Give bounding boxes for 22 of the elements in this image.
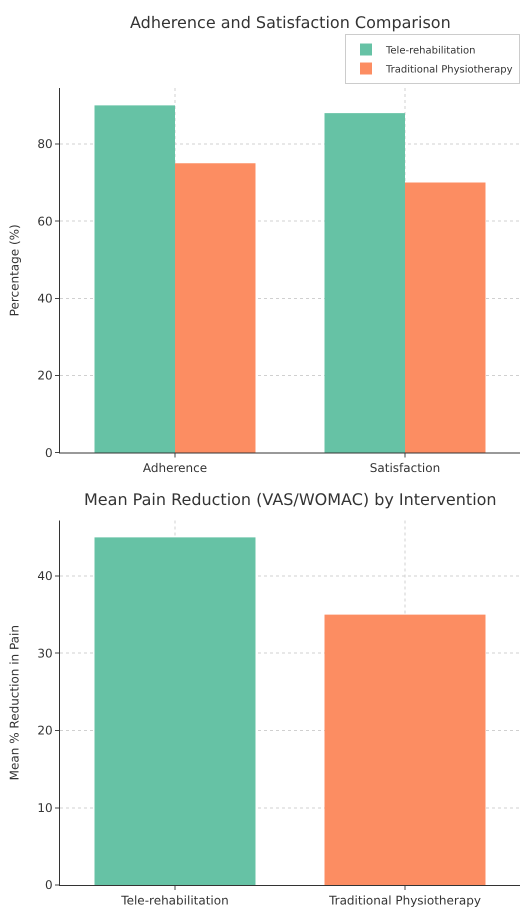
x-tick-label: Satisfaction	[370, 461, 440, 476]
y-tick-label: 0	[44, 446, 53, 460]
legend-label: Traditional Physiotherapy	[385, 64, 513, 76]
x-tick-label: Adherence	[142, 461, 208, 476]
bar	[94, 105, 175, 453]
y-tick-label: 40	[37, 569, 53, 584]
y-axis-title: Mean % Reduction in Pain	[8, 625, 22, 780]
y-axis-title: Percentage (%)	[8, 224, 22, 316]
bar	[324, 113, 405, 453]
y-tick-label: 20	[37, 724, 53, 738]
bar	[175, 163, 256, 453]
chart-title: Mean Pain Reduction (VAS/WOMAC) by Intervention	[84, 490, 497, 509]
bar	[405, 182, 486, 453]
chart-title: Adherence and Satisfaction Comparison	[130, 13, 451, 32]
y-tick-label: 10	[37, 800, 53, 815]
y-tick-label: 60	[37, 214, 53, 228]
y-tick-label: 40	[37, 291, 53, 306]
y-tick-label: 0	[44, 878, 53, 892]
y-tick-label: 30	[37, 646, 53, 660]
legend-label: Tele-rehabilitation	[385, 45, 476, 56]
y-tick-label: 80	[37, 137, 53, 152]
y-tick-label: 20	[37, 368, 53, 383]
